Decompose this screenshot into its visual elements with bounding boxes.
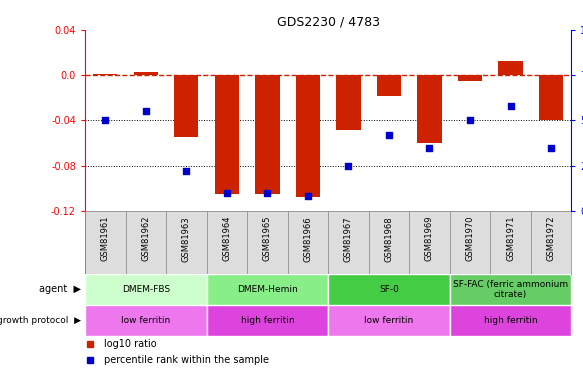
Bar xyxy=(93,74,117,75)
Text: SF-0: SF-0 xyxy=(379,285,399,294)
Text: growth protocol  ▶: growth protocol ▶ xyxy=(0,316,81,325)
Text: GSM81964: GSM81964 xyxy=(222,216,231,261)
Bar xyxy=(174,75,198,137)
Bar xyxy=(458,75,482,81)
Bar xyxy=(85,305,206,336)
Point xyxy=(384,132,394,138)
Text: GSM81963: GSM81963 xyxy=(182,216,191,262)
Bar xyxy=(336,75,361,129)
Text: GSM81967: GSM81967 xyxy=(344,216,353,262)
Text: GSM81965: GSM81965 xyxy=(263,216,272,261)
Bar xyxy=(255,75,279,194)
Bar xyxy=(328,305,449,336)
Point xyxy=(222,190,231,196)
Bar xyxy=(85,273,206,305)
Text: SF-FAC (ferric ammonium
citrate): SF-FAC (ferric ammonium citrate) xyxy=(453,279,568,299)
Text: GSM81962: GSM81962 xyxy=(141,216,150,261)
Bar xyxy=(417,75,442,143)
Bar xyxy=(206,273,328,305)
Text: GSM81970: GSM81970 xyxy=(465,216,475,261)
Text: low ferritin: low ferritin xyxy=(121,316,170,325)
Text: GSM81972: GSM81972 xyxy=(547,216,556,261)
Text: low ferritin: low ferritin xyxy=(364,316,413,325)
Text: GSM81968: GSM81968 xyxy=(384,216,394,262)
Text: GSM81969: GSM81969 xyxy=(425,216,434,261)
Text: agent  ▶: agent ▶ xyxy=(39,284,81,294)
Text: GSM81961: GSM81961 xyxy=(101,216,110,261)
Bar xyxy=(498,60,523,75)
Bar xyxy=(206,305,328,336)
Bar xyxy=(134,72,158,75)
Point xyxy=(465,117,475,123)
Point xyxy=(263,190,272,196)
Bar xyxy=(296,75,320,197)
Point xyxy=(344,163,353,169)
Text: GSM81971: GSM81971 xyxy=(506,216,515,261)
Point xyxy=(546,145,556,151)
Point xyxy=(303,194,312,200)
Point xyxy=(101,117,110,123)
Text: DMEM-FBS: DMEM-FBS xyxy=(122,285,170,294)
Bar xyxy=(449,305,571,336)
Text: GSM81966: GSM81966 xyxy=(303,216,312,262)
Title: GDS2230 / 4783: GDS2230 / 4783 xyxy=(277,16,380,29)
Bar xyxy=(328,273,449,305)
Text: high ferritin: high ferritin xyxy=(484,316,538,325)
Point xyxy=(141,108,150,114)
Bar xyxy=(215,75,239,194)
Text: DMEM-Hemin: DMEM-Hemin xyxy=(237,285,298,294)
Point xyxy=(182,168,191,174)
Bar xyxy=(377,75,401,96)
Bar xyxy=(449,273,571,305)
Text: high ferritin: high ferritin xyxy=(241,316,294,325)
Text: percentile rank within the sample: percentile rank within the sample xyxy=(104,355,269,364)
Bar xyxy=(539,75,563,120)
Point xyxy=(506,103,515,109)
Text: log10 ratio: log10 ratio xyxy=(104,339,157,349)
Point xyxy=(425,145,434,151)
